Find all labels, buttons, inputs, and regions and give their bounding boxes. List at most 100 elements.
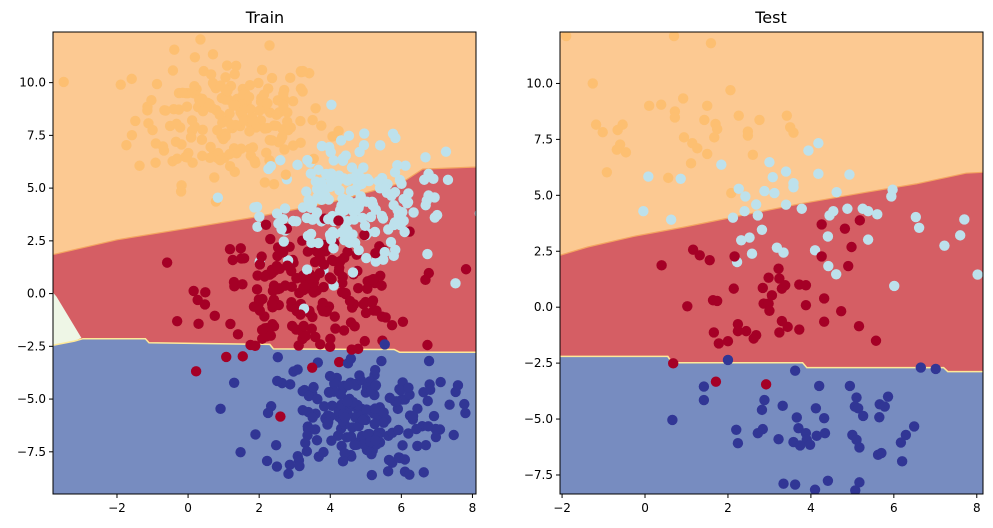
point-blue <box>376 355 387 367</box>
point-lightblue <box>440 146 452 157</box>
point-lightblue <box>764 157 775 168</box>
point-blue <box>312 393 323 405</box>
point-blue <box>844 380 856 392</box>
point-blue <box>284 379 296 390</box>
point-orange <box>285 72 296 84</box>
point-blue <box>876 447 887 459</box>
point-blue <box>272 352 284 363</box>
point-lightblue <box>312 191 323 203</box>
point-red <box>818 293 830 304</box>
region-blue <box>560 356 983 494</box>
point-red <box>423 267 435 279</box>
test-title: Test <box>754 8 787 27</box>
point-orange <box>725 84 736 96</box>
point-orange <box>243 91 255 103</box>
point-orange <box>220 94 231 105</box>
point-orange <box>601 167 613 178</box>
point-orange <box>244 126 255 137</box>
point-orange <box>215 80 226 91</box>
point-orange <box>597 127 608 138</box>
point-blue <box>228 377 240 388</box>
point-lightblue <box>803 145 814 156</box>
point-lightblue <box>823 260 834 272</box>
point-lightblue <box>759 185 770 197</box>
scatter-points <box>58 34 476 481</box>
y-tick-label: 7.5 <box>27 128 46 142</box>
point-blue <box>339 448 350 459</box>
point-orange <box>160 105 171 116</box>
point-orange <box>196 134 208 146</box>
point-orange <box>169 44 180 55</box>
point-orange <box>249 155 260 167</box>
point-orange <box>781 110 793 121</box>
point-orange <box>611 144 623 155</box>
point-orange <box>186 115 198 126</box>
point-red <box>224 243 236 255</box>
point-blue <box>852 403 864 414</box>
point-lightblue <box>389 167 401 178</box>
point-red <box>346 344 357 355</box>
point-red <box>843 260 854 272</box>
point-blue <box>773 433 784 445</box>
point-orange <box>196 93 208 105</box>
y-tick-label: 7.5 <box>534 132 553 146</box>
point-red <box>237 279 248 290</box>
point-orange <box>297 65 309 77</box>
point-lightblue <box>809 245 821 256</box>
point-blue <box>366 469 378 481</box>
point-lightblue <box>359 128 370 139</box>
point-red <box>853 321 865 332</box>
point-orange <box>709 132 720 143</box>
point-red <box>776 283 788 294</box>
point-red <box>386 319 398 331</box>
point-lightblue <box>313 164 324 176</box>
point-lightblue <box>367 199 378 210</box>
point-blue <box>819 427 831 439</box>
point-blue <box>261 455 273 467</box>
point-red <box>171 315 183 327</box>
point-blue <box>250 429 261 440</box>
point-orange <box>189 80 200 92</box>
point-lightblue <box>305 202 316 213</box>
point-blue <box>370 435 381 446</box>
x-tick-label: 8 <box>469 501 477 515</box>
point-red <box>668 358 679 369</box>
point-orange <box>167 65 179 76</box>
point-lightblue <box>910 211 922 223</box>
point-lightblue <box>361 252 372 264</box>
point-red <box>336 287 348 298</box>
point-orange <box>711 123 723 135</box>
point-red <box>773 263 784 274</box>
point-lightblue <box>324 141 335 153</box>
point-red <box>238 253 250 264</box>
point-blue <box>395 385 406 396</box>
point-red <box>315 339 326 350</box>
point-lightblue <box>387 128 399 139</box>
y-tick-label: 0.0 <box>27 287 46 301</box>
point-lightblue <box>369 226 381 238</box>
point-orange <box>264 40 275 51</box>
axes-frame <box>559 31 984 495</box>
point-orange <box>150 157 161 168</box>
point-orange <box>150 138 162 149</box>
point-orange <box>130 115 141 127</box>
point-orange <box>230 60 242 72</box>
point-blue <box>318 401 330 412</box>
point-lightblue <box>358 140 370 151</box>
point-blue <box>378 417 389 428</box>
x-tick-label: 2 <box>255 501 263 515</box>
point-red <box>190 366 202 377</box>
point-red <box>338 325 350 336</box>
point-blue <box>303 390 315 402</box>
point-lightblue <box>844 169 855 180</box>
point-blue <box>335 389 347 401</box>
boundary-red-blue <box>560 355 983 373</box>
point-orange <box>253 77 264 89</box>
boundary-orange-red <box>560 171 983 256</box>
point-orange <box>288 140 299 151</box>
point-orange <box>209 172 220 183</box>
point-lightblue <box>338 200 350 211</box>
point-lightblue <box>716 159 727 170</box>
plot-area <box>53 32 476 494</box>
point-lightblue <box>249 202 260 213</box>
